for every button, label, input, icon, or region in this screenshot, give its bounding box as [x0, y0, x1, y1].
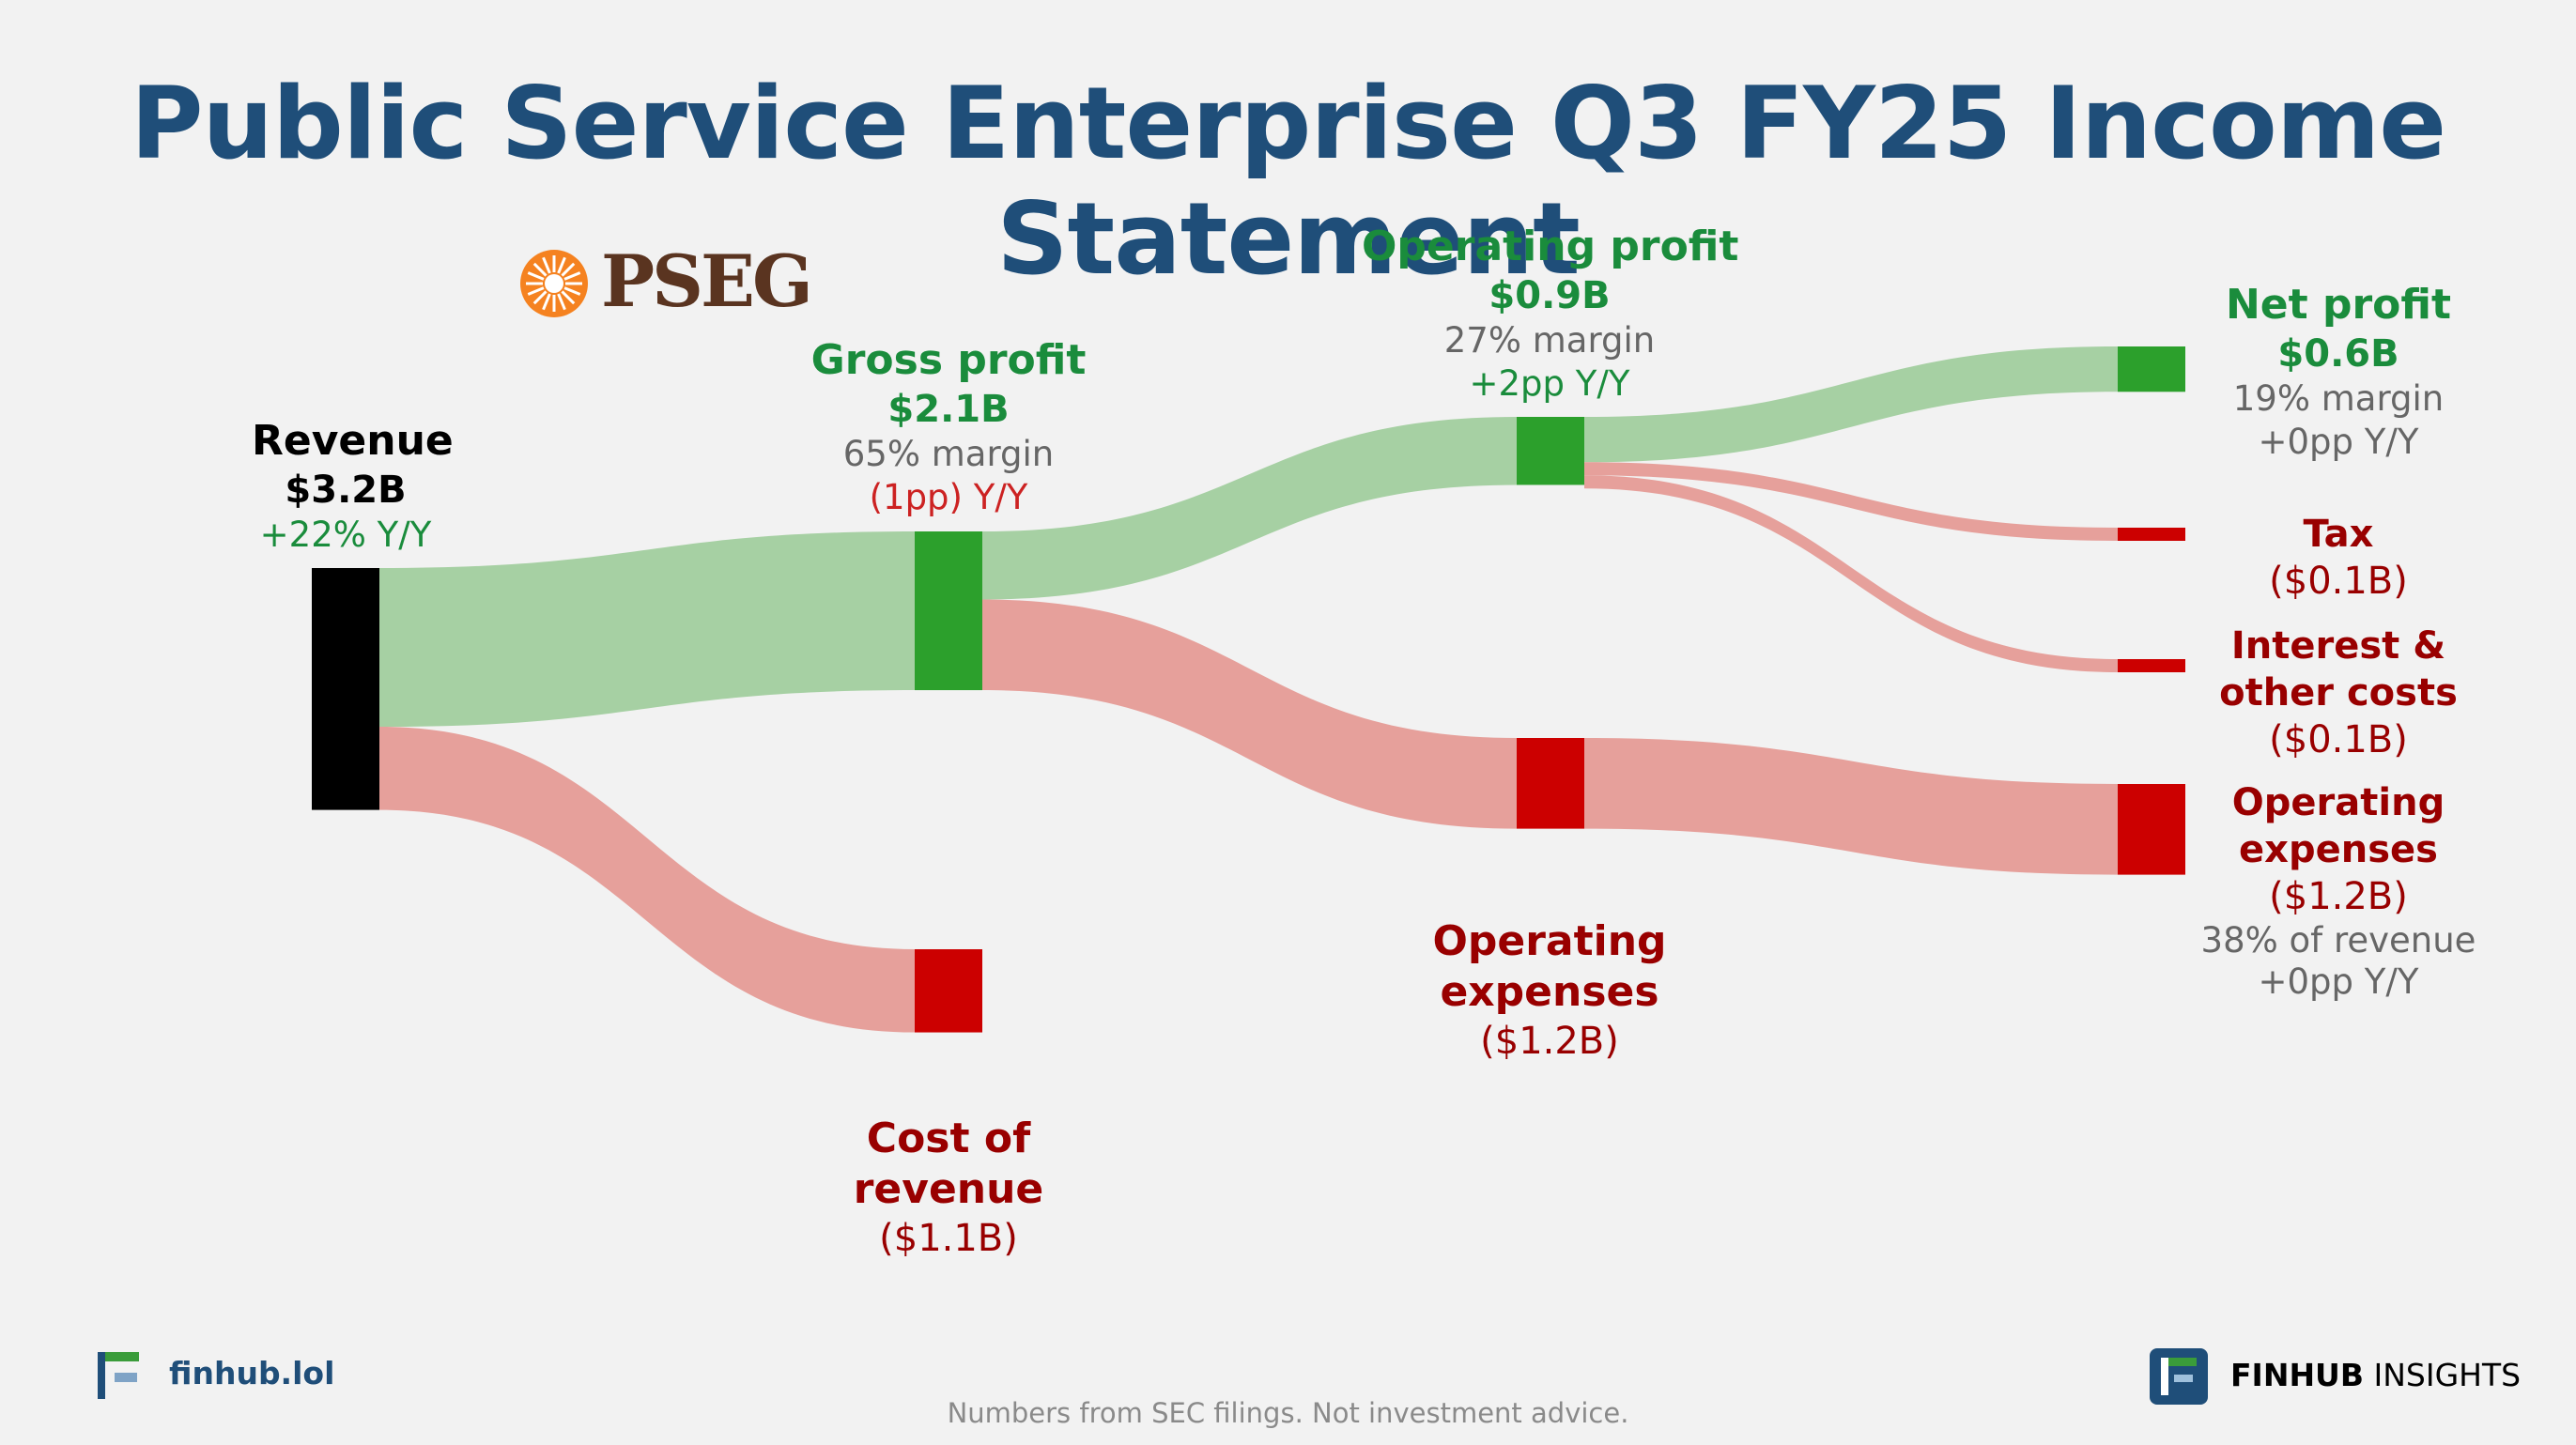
- label-revenue: Revenue $3.2B +22% Y/Y: [252, 416, 454, 557]
- flow-gross_profit-to-operating_profit: [982, 417, 1517, 600]
- flow-operating_profit-to-tax: [1584, 462, 2118, 541]
- gross-profit-margin: 65% margin: [842, 434, 1055, 474]
- cost-of-revenue-name-1: Cost of: [866, 1114, 1031, 1162]
- finhub-logo-icon: [98, 1352, 139, 1399]
- page-title: Public Service Enterprise Q3 FY25 Income…: [130, 66, 2446, 297]
- interest-name-2: other costs: [2219, 671, 2458, 715]
- opex-name-1: Operating: [2231, 781, 2445, 824]
- opex-share: 38% of revenue: [2200, 920, 2476, 961]
- disclaimer: Numbers from SEC filings. Not investment…: [947, 1397, 1629, 1429]
- node-operating-expenses: [2118, 784, 2185, 875]
- label-interest: Interest & other costs ($0.1B): [2198, 623, 2479, 763]
- opex-value: ($1.2B): [2269, 875, 2408, 918]
- interest-name-1: Interest &: [2230, 624, 2446, 668]
- opex-mid-value: ($1.2B): [1480, 1020, 1619, 1063]
- label-operating-expenses-mid: Operating expenses ($1.2B): [1362, 916, 1737, 1065]
- tax-value: ($0.1B): [2269, 560, 2408, 603]
- finhub-insights-brand: FINHUB INSIGHTS: [2230, 1357, 2521, 1393]
- label-net-profit: Net profit $0.6B 19% margin +0pp Y/Y: [2198, 280, 2479, 464]
- flow-operating_expenses_mid-to-operating_expenses: [1584, 738, 2118, 875]
- tax-name: Tax: [2303, 513, 2374, 556]
- node-cost-of-revenue: [915, 949, 982, 1033]
- operating-profit-yoy: +2pp Y/Y: [1469, 363, 1630, 404]
- finhub-insights-light: INSIGHTS: [2364, 1357, 2522, 1393]
- net-profit-value: $0.6B: [2277, 332, 2399, 376]
- gross-profit-name: Gross profit: [810, 336, 1087, 384]
- interest-value: ($0.1B): [2269, 718, 2408, 761]
- opex-yoy: +0pp Y/Y: [2258, 961, 2419, 1002]
- net-profit-name: Net profit: [2225, 281, 2452, 329]
- gross-profit-yoy: (1pp) Y/Y: [869, 477, 1028, 517]
- finhub-insights-bold: FINHUB: [2230, 1357, 2365, 1393]
- gross-profit-value: $2.1B: [887, 388, 1010, 431]
- opex-name-2: expenses: [2239, 828, 2438, 871]
- flow-operating_profit-to-net_profit: [1584, 346, 2118, 463]
- flow-revenue-to-gross_profit: [379, 531, 915, 728]
- node-tax: [2118, 528, 2185, 541]
- label-cost-of-revenue: Cost of revenue ($1.1B): [808, 1114, 1089, 1262]
- node-interest: [2118, 659, 2185, 672]
- flow-operating_profit-to-interest: [1584, 475, 2118, 672]
- flow-gross_profit-to-operating_expenses_mid: [982, 599, 1517, 829]
- net-profit-yoy: +0pp Y/Y: [2258, 422, 2419, 462]
- net-profit-margin: 19% margin: [2232, 378, 2445, 419]
- revenue-name: Revenue: [252, 417, 454, 465]
- revenue-value: $3.2B: [285, 469, 407, 512]
- revenue-yoy: +22% Y/Y: [259, 515, 432, 555]
- node-gross-profit: [915, 531, 982, 691]
- label-operating-expenses: Operating expenses ($1.2B) 38% of revenu…: [2169, 779, 2507, 1003]
- pseg-sun-icon: [520, 250, 588, 317]
- node-revenue: [312, 568, 379, 810]
- pseg-logo-text: PSEG: [601, 239, 813, 323]
- operating-profit-margin: 27% margin: [1443, 320, 1656, 361]
- finhub-insights-icon: [2150, 1348, 2208, 1405]
- node-operating-expenses-mid: [1517, 738, 1584, 829]
- label-tax: Tax ($0.1B): [2198, 511, 2479, 605]
- cost-of-revenue-value: ($1.1B): [879, 1217, 1018, 1260]
- node-operating-profit: [1517, 417, 1584, 485]
- label-gross-profit: Gross profit $2.1B 65% margin (1pp) Y/Y: [808, 335, 1089, 519]
- opex-mid-name-1: Operating: [1432, 917, 1667, 965]
- finhub-site-link[interactable]: finhub.lol: [169, 1355, 335, 1391]
- opex-mid-name-2: expenses: [1440, 968, 1659, 1016]
- operating-profit-value: $0.9B: [1489, 274, 1611, 317]
- flow-revenue-to-cost_of_revenue: [379, 727, 915, 1033]
- cost-of-revenue-name-2: revenue: [853, 1165, 1044, 1213]
- operating-profit-name: Operating profit: [1362, 223, 1739, 270]
- node-net-profit: [2118, 346, 2185, 392]
- label-operating-profit: Operating profit $0.9B 27% margin +2pp Y…: [1362, 222, 1739, 406]
